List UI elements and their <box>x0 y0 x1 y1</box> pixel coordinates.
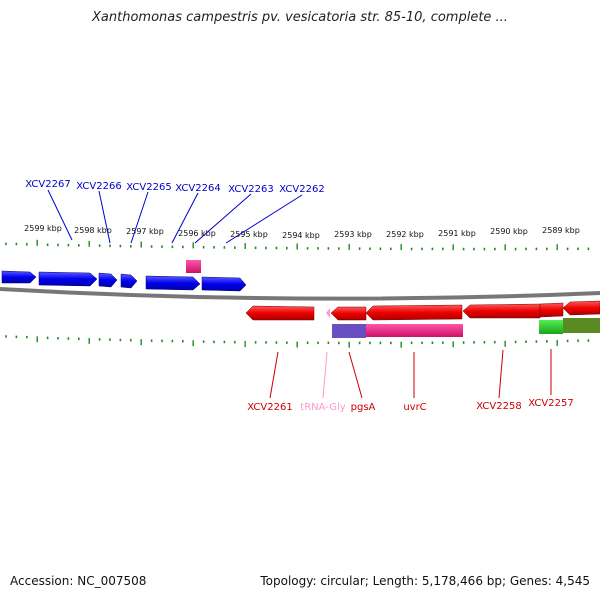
gene-label-uvrC[interactable]: uvrC <box>403 402 426 413</box>
gene-arrow-xcv2257[interactable] <box>539 302 564 318</box>
gene-arrow-xcv2262[interactable] <box>201 276 247 292</box>
gene-label-pgsA[interactable]: pgsA <box>351 402 376 413</box>
map-title: Xanthomonas campestris pv. vesicatoria s… <box>92 10 508 25</box>
tick-label-2592: 2592 kbp <box>386 230 424 239</box>
reverse-leaders <box>269 349 552 399</box>
gene-label-xcv2267[interactable]: XCV2267 <box>25 179 70 190</box>
scale-ticks-bottom <box>5 335 590 348</box>
gene-label-xcv2261[interactable]: XCV2261 <box>247 402 292 413</box>
tick-label-2589: 2589 kbp <box>542 226 580 235</box>
tick-label-2595: 2595 kbp <box>230 230 268 239</box>
accession-text: Accession: NC_007508 <box>10 574 147 588</box>
olive-feature[interactable] <box>563 318 600 333</box>
gene-arrow-xcv2261[interactable] <box>245 305 315 321</box>
forward-labels: XCV2267 XCV2266 XCV2265 XCV2264 XCV2263 … <box>25 179 324 195</box>
gene-label-xcv2258[interactable]: XCV2258 <box>476 401 521 412</box>
tick-label-2596: 2596 kbp <box>178 229 216 238</box>
gene-label-trna-gly[interactable]: tRNA-Gly <box>300 402 345 413</box>
gene-arrow-xcv2266[interactable] <box>38 271 98 287</box>
gene-label-xcv2257[interactable]: XCV2257 <box>528 398 573 409</box>
pink-feature-reverse[interactable] <box>366 324 463 337</box>
gene-label-xcv2262[interactable]: XCV2262 <box>279 184 324 195</box>
gene-arrow-xcv2267[interactable] <box>1 270 37 284</box>
trna-marker[interactable] <box>326 308 330 318</box>
forward-leaders <box>47 189 303 244</box>
gene-arrow-xcv2263[interactable] <box>145 275 201 291</box>
gene-label-xcv2264[interactable]: XCV2264 <box>175 183 220 194</box>
tick-label-2594: 2594 kbp <box>282 231 320 240</box>
gene-arrow-xcv2264[interactable] <box>120 273 138 289</box>
reverse-genes <box>245 300 600 321</box>
tick-label-2597: 2597 kbp <box>126 227 164 236</box>
topology-text: Topology: circular; Length: 5,178,466 bp… <box>260 574 590 588</box>
reverse-labels: XCV2261 tRNA-Gly pgsA uvrC XCV2258 XCV22… <box>247 398 573 413</box>
gene-arrow-partial[interactable] <box>562 300 600 316</box>
forward-genes <box>1 270 247 292</box>
gene-arrow-uvrC[interactable] <box>365 304 463 321</box>
pink-feature-forward[interactable] <box>186 260 201 273</box>
gene-arrow-xcv2258[interactable] <box>462 303 541 319</box>
tick-labels: 2599 kbp 2598 kbp 2597 kbp 2596 kbp 2595… <box>24 224 580 240</box>
purple-feature[interactable] <box>332 324 366 338</box>
gene-arrow-pgsA[interactable] <box>330 306 367 321</box>
tick-label-2598: 2598 kbp <box>74 226 112 235</box>
gene-arrow-xcv2265[interactable] <box>98 272 118 288</box>
green-feature[interactable] <box>539 320 563 334</box>
tick-label-2599: 2599 kbp <box>24 224 62 233</box>
gene-label-xcv2263[interactable]: XCV2263 <box>228 184 273 195</box>
gene-label-xcv2265[interactable]: XCV2265 <box>126 182 171 193</box>
gene-label-xcv2266[interactable]: XCV2266 <box>76 181 121 192</box>
genome-backbone <box>0 287 600 301</box>
tick-label-2591: 2591 kbp <box>438 229 476 238</box>
tick-label-2593: 2593 kbp <box>334 230 372 239</box>
tick-label-2590: 2590 kbp <box>490 227 528 236</box>
scale-ticks-top <box>5 239 590 251</box>
